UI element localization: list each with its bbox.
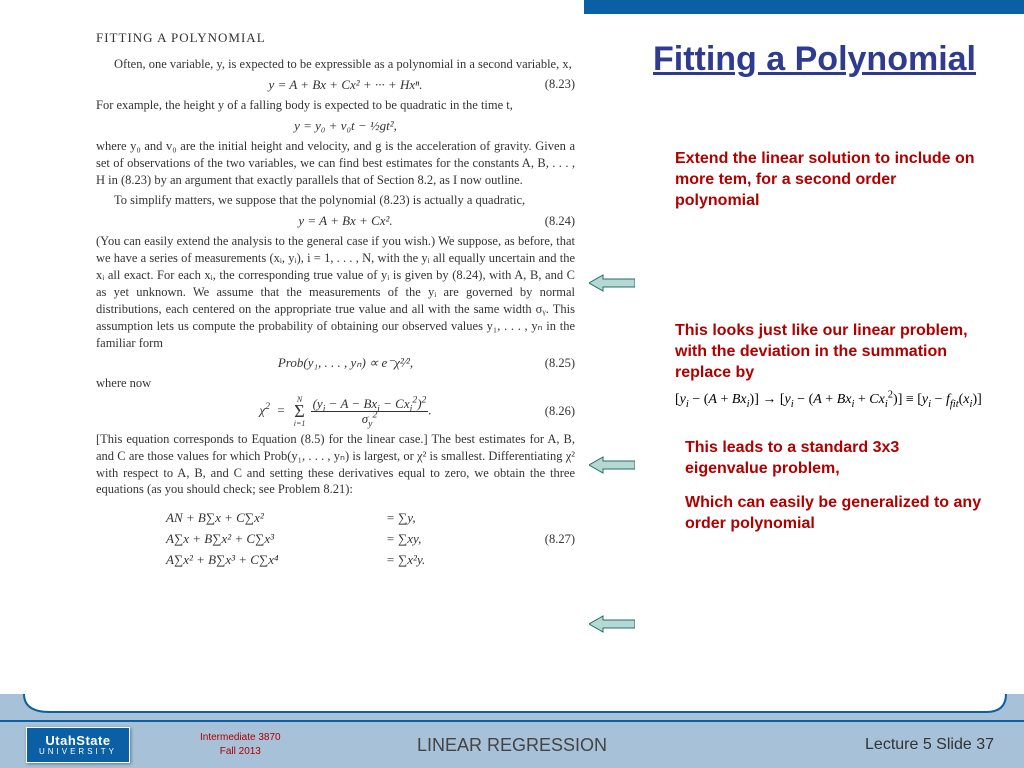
equation-system-8-27: AN + B∑x + C∑x²= ∑y, A∑x + B∑x² + C∑x³= …	[166, 508, 525, 570]
slide-content: FITTING A POLYNOMIAL Often, one variable…	[0, 0, 1024, 706]
book-para: Often, one variable, y, is expected to b…	[96, 56, 575, 73]
arrow-left-icon	[589, 273, 635, 293]
footer-curve	[0, 694, 1024, 720]
equation-8-24: y = A + Bx + Cx². (8.24)	[96, 213, 575, 229]
equation-8-26: χ2 = NΣi=1 (yi − A − Bxi − Cxi2)2 σy2 . …	[96, 396, 575, 427]
slide-title: Fitting a Polynomial	[635, 40, 994, 79]
book-para: where y₀ and v₀ are the initial height a…	[96, 138, 575, 189]
annotation-2: This looks just like our linear problem,…	[675, 321, 984, 383]
annotation-3: This leads to a standard 3x3 eigenvalue …	[685, 438, 984, 480]
annotation-1: Extend the linear solution to include on…	[675, 149, 984, 211]
book-para: (You can easily extend the analysis to t…	[96, 233, 575, 351]
lecture-slide-number: Lecture 5 Slide 37	[865, 736, 994, 754]
book-para: [This equation corresponds to Equation (…	[96, 431, 575, 499]
equation-8-25: Prob(y₁, . . . , yₙ) ∝ e⁻χ²⁄², (8.25)	[96, 355, 575, 371]
slide-footer: UtahState UNIVERSITY Intermediate 3870 F…	[0, 706, 1024, 768]
equation-falling-body: y = y₀ + v₀t − ½gt²,	[96, 118, 575, 134]
book-para: To simplify matters, we suppose that the…	[96, 192, 575, 209]
book-section-heading: FITTING A POLYNOMIAL	[96, 30, 575, 46]
arrow-left-icon	[589, 455, 635, 475]
annotation-equation: [yi − (A + Bxi)] → [yi − (A + Bxi + Cxi2…	[675, 392, 994, 408]
footer-band: UtahState UNIVERSITY Intermediate 3870 F…	[0, 720, 1024, 768]
annotation-column: Fitting a Polynomial Extend the linear s…	[595, 0, 1024, 706]
book-para: where now	[96, 375, 575, 392]
arrow-left-icon	[589, 614, 635, 634]
book-para: For example, the height y of a falling b…	[96, 97, 575, 114]
equation-8-23: y = A + Bx + Cx² + ··· + Hxⁿ. (8.23)	[96, 77, 575, 93]
annotation-4: Which can easily be generalized to any o…	[685, 493, 984, 535]
textbook-excerpt: FITTING A POLYNOMIAL Often, one variable…	[0, 0, 595, 706]
